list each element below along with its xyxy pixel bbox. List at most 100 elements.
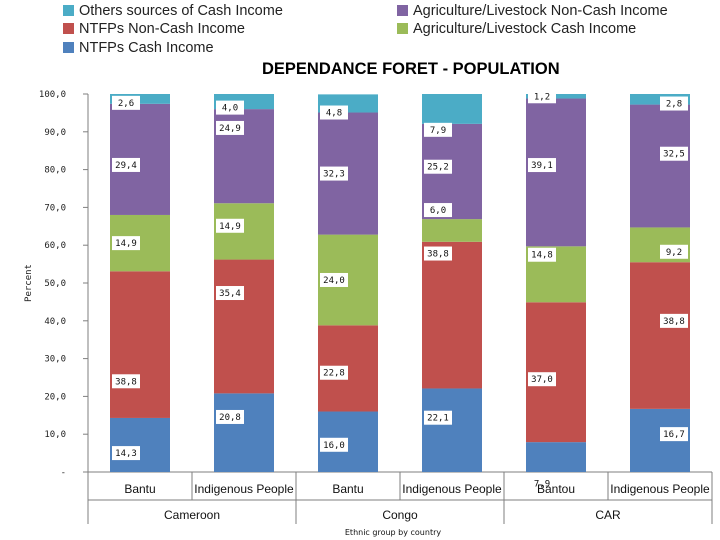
bar-segment (630, 104, 690, 228)
data-label-bg (528, 247, 556, 262)
data-label: 22,8 (323, 369, 345, 379)
y-tick-label: 70,0 (44, 203, 66, 213)
data-label: 24,0 (323, 276, 345, 286)
data-label: 14,9 (219, 222, 241, 232)
data-label: 32,5 (663, 150, 685, 160)
bar-segment (526, 98, 586, 247)
data-label-bg (424, 122, 452, 137)
legend-label: Agriculture/Livestock Cash Income (413, 21, 637, 37)
bar-segment (422, 219, 482, 242)
legend-label: Agriculture/Livestock Non-Cash Income (413, 3, 668, 19)
legend-item: NTFPs Non-Cash Income (63, 21, 245, 37)
y-tick-label: 20,0 (44, 392, 66, 402)
data-label: 39,1 (531, 161, 553, 171)
bar-segment (630, 262, 690, 409)
bar-segment (422, 241, 482, 389)
data-label-bg (320, 437, 348, 452)
data-label-bg (112, 374, 140, 389)
data-label-bg (320, 272, 348, 287)
y-tick-label: 90,0 (44, 128, 66, 138)
legend-swatch (63, 5, 74, 16)
data-label: 35,4 (219, 289, 241, 299)
bar-segment (214, 259, 274, 394)
data-label: 14,9 (115, 239, 137, 249)
y-axis-title: Percent (24, 264, 34, 302)
y-tick-label: 40,0 (44, 317, 66, 327)
bar-segment (214, 393, 274, 472)
data-label-bg (216, 409, 244, 424)
data-label: 7,9 (430, 126, 446, 136)
data-label: 2,8 (666, 100, 682, 110)
y-tick-label: 60,0 (44, 241, 66, 251)
legend-swatch (397, 5, 408, 16)
data-label: 6,0 (430, 206, 446, 216)
data-label: 9,2 (666, 248, 682, 258)
group-label: Congo (382, 508, 418, 522)
data-label-bg (424, 410, 452, 425)
bar-segment (422, 94, 482, 124)
legend-label: NTFPs Non-Cash Income (79, 21, 245, 37)
data-label-bg (216, 100, 244, 115)
category-label: Indigenous People (194, 482, 294, 496)
category-label: Bantou (537, 482, 575, 496)
data-label-bg (112, 157, 140, 172)
data-label-bg (320, 166, 348, 181)
data-label: 22,1 (427, 414, 449, 424)
data-label-bg (424, 159, 452, 174)
legend-swatch (63, 42, 74, 53)
data-label-bg (660, 427, 688, 442)
legend-item: Others sources of Cash Income (63, 3, 283, 19)
data-label-bg (528, 372, 556, 387)
legend-item: Agriculture/Livestock Cash Income (397, 21, 636, 37)
category-label: Indigenous People (610, 482, 710, 496)
data-label: 4,8 (326, 109, 342, 119)
data-label: 14,8 (531, 251, 553, 261)
data-label-bg (320, 365, 348, 380)
data-label-bg (216, 120, 244, 135)
data-label: 16,0 (323, 441, 345, 451)
y-tick-label: 100,0 (39, 90, 66, 100)
legend-swatch (63, 23, 74, 34)
data-label: 1,2 (534, 92, 550, 102)
data-label-bg (320, 105, 348, 120)
legend-item: NTFPs Cash Income (63, 40, 214, 56)
data-label: 32,3 (323, 170, 345, 180)
data-label-bg (660, 146, 688, 161)
data-label: 16,7 (663, 430, 685, 440)
category-label: Indigenous People (402, 482, 502, 496)
data-label: 4,0 (222, 104, 238, 114)
bar-segment (110, 271, 170, 418)
data-label: 38,8 (115, 377, 137, 387)
bar-segment (422, 388, 482, 472)
bar-segment (110, 417, 170, 472)
y-tick-label: 10,0 (44, 430, 66, 440)
bar-segment (526, 442, 586, 472)
group-label: Cameroon (164, 508, 220, 522)
data-label-bg (216, 286, 244, 301)
chart-title: DEPENDANCE FORET - POPULATION (262, 60, 560, 78)
data-label-bg (424, 246, 452, 261)
data-label-bg (112, 446, 140, 461)
data-label-bg (528, 158, 556, 173)
legend-swatch (397, 23, 408, 34)
data-label: 2,6 (118, 99, 134, 109)
y-tick-label: - (61, 468, 66, 478)
data-label: 25,2 (427, 163, 449, 173)
legend-label: NTFPs Cash Income (79, 40, 214, 56)
data-label-bg (528, 476, 556, 491)
data-label: 14,3 (115, 449, 137, 459)
data-label-bg (660, 244, 688, 259)
data-label-bg (424, 203, 452, 218)
data-label-bg (528, 89, 556, 104)
data-label: 29,4 (115, 161, 137, 171)
legend-label: Others sources of Cash Income (79, 3, 283, 19)
data-label: 20,8 (219, 413, 241, 423)
data-label: 24,9 (219, 124, 241, 134)
chart-legend: Others sources of Cash Income Agriculture… (0, 0, 720, 58)
y-tick-label: 30,0 (44, 355, 66, 365)
data-label: 37,0 (531, 375, 553, 385)
y-tick-label: 80,0 (44, 166, 66, 176)
data-label: 38,8 (663, 317, 685, 327)
category-label: Bantu (332, 482, 363, 496)
